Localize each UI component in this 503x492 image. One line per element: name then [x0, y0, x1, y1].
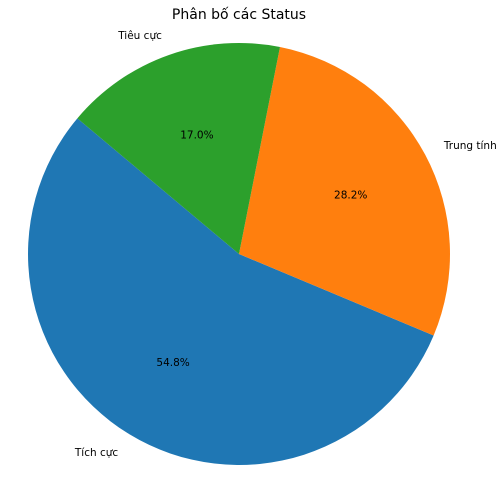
- pie-slice: [28, 118, 434, 465]
- chart-title: Phân bố các Status: [172, 6, 306, 23]
- pie-labels: Tích cực 54.8% Trung tính 28.2% Tiêu cực 17.0…: [74, 30, 497, 459]
- pie-slice: [239, 47, 451, 336]
- slice-percent-label: 28.2%: [334, 190, 367, 202]
- slice-percent-label: 17.0%: [180, 130, 213, 142]
- slice-percent-label: 54.8%: [156, 357, 189, 369]
- slice-category-label: Tiêu cực: [117, 30, 162, 42]
- pie-slice: [77, 43, 280, 254]
- slice-category-label: Trung tính: [443, 140, 497, 152]
- pie-slices: [28, 43, 451, 465]
- slice-category-label: Tích cực: [74, 447, 119, 459]
